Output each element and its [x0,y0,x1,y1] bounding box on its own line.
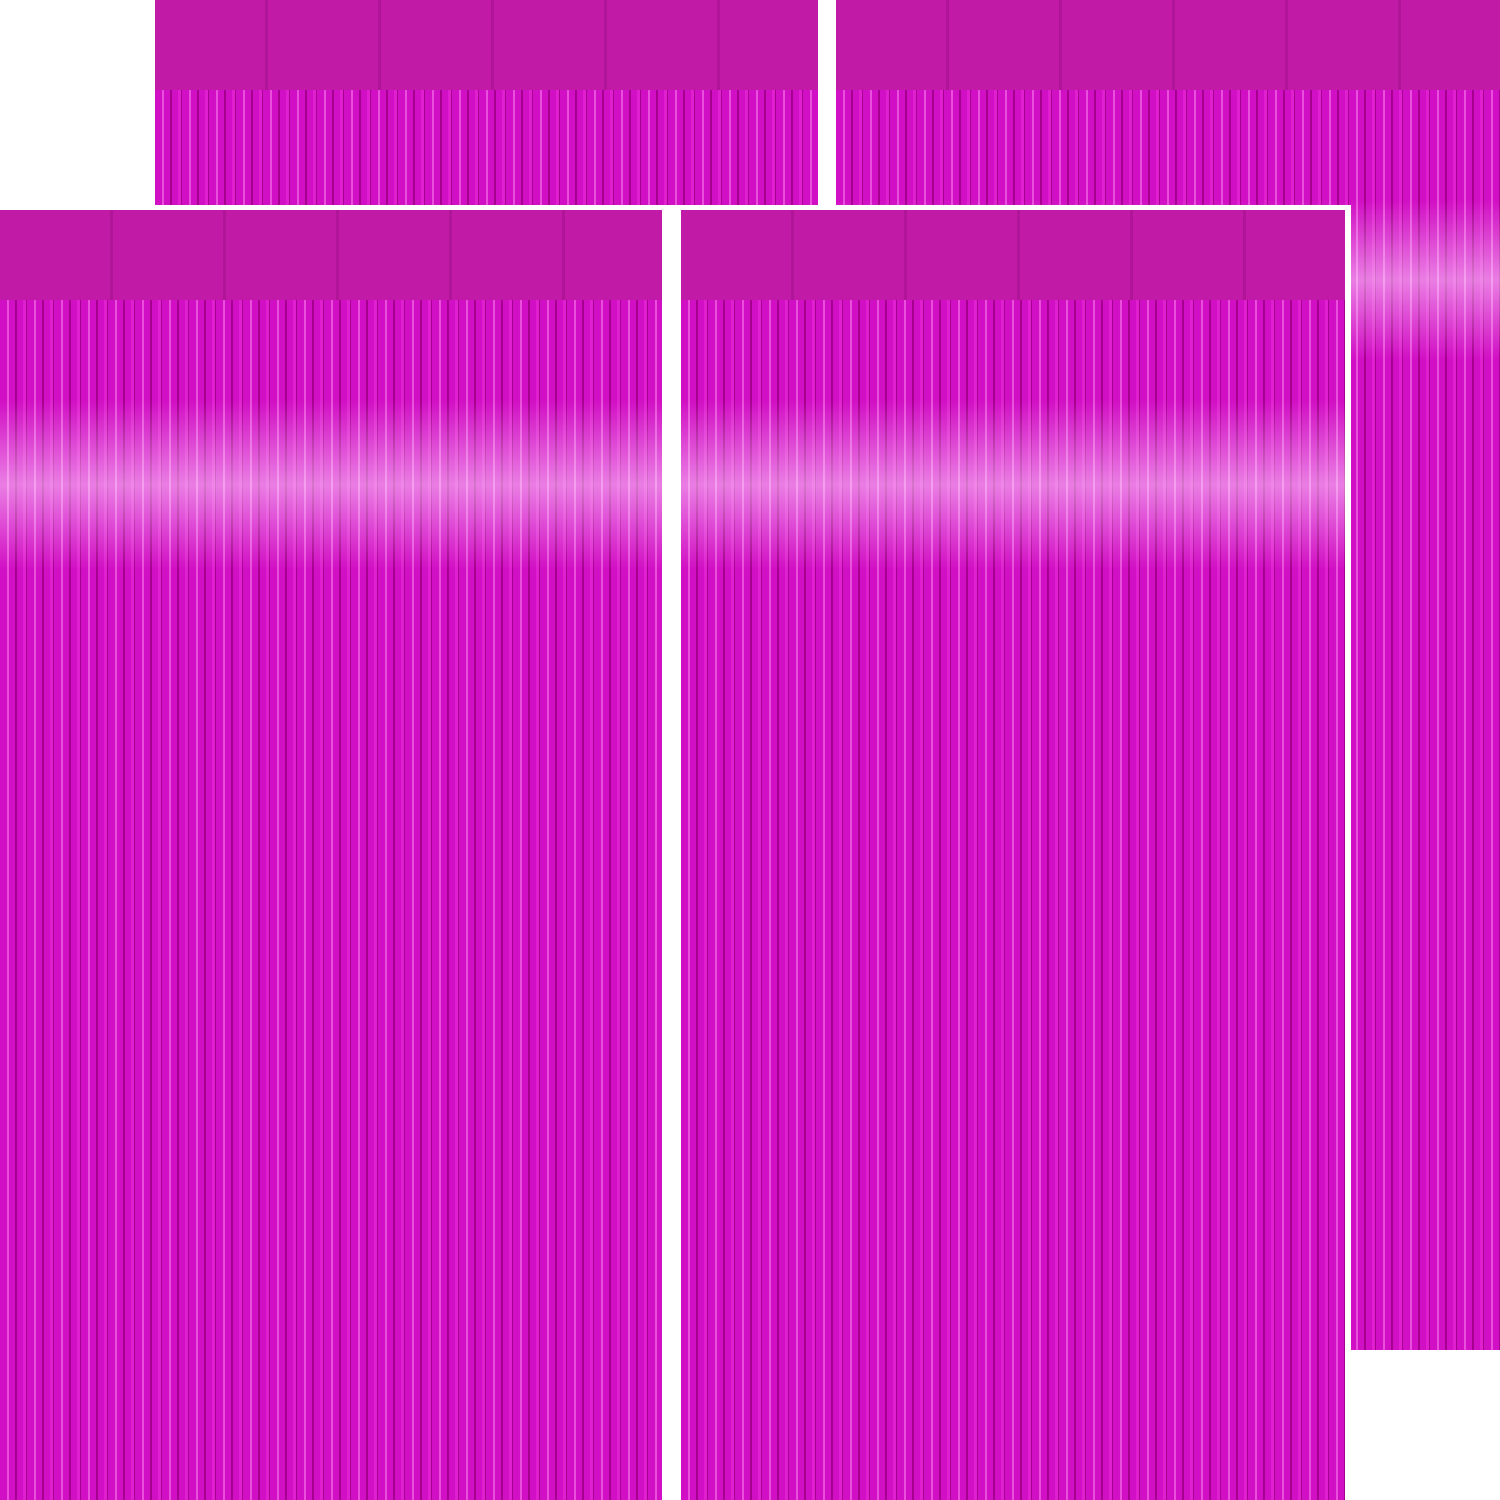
fringe-curtain-front-right [681,210,1345,1500]
curtain-header-band [836,0,1500,90]
curtain-fringe-strands [681,300,1345,1500]
curtain-header-band [0,210,662,300]
curtain-fringe-strands [0,300,662,1500]
curtain-header-band [681,210,1345,300]
curtain-header-band [155,0,818,90]
fringe-curtain-front-left [0,210,662,1500]
white-divider [1345,205,1351,1500]
white-divider [662,205,681,1500]
fringe-curtain-back-left [155,0,818,205]
curtain-fringe-strands [155,90,818,205]
